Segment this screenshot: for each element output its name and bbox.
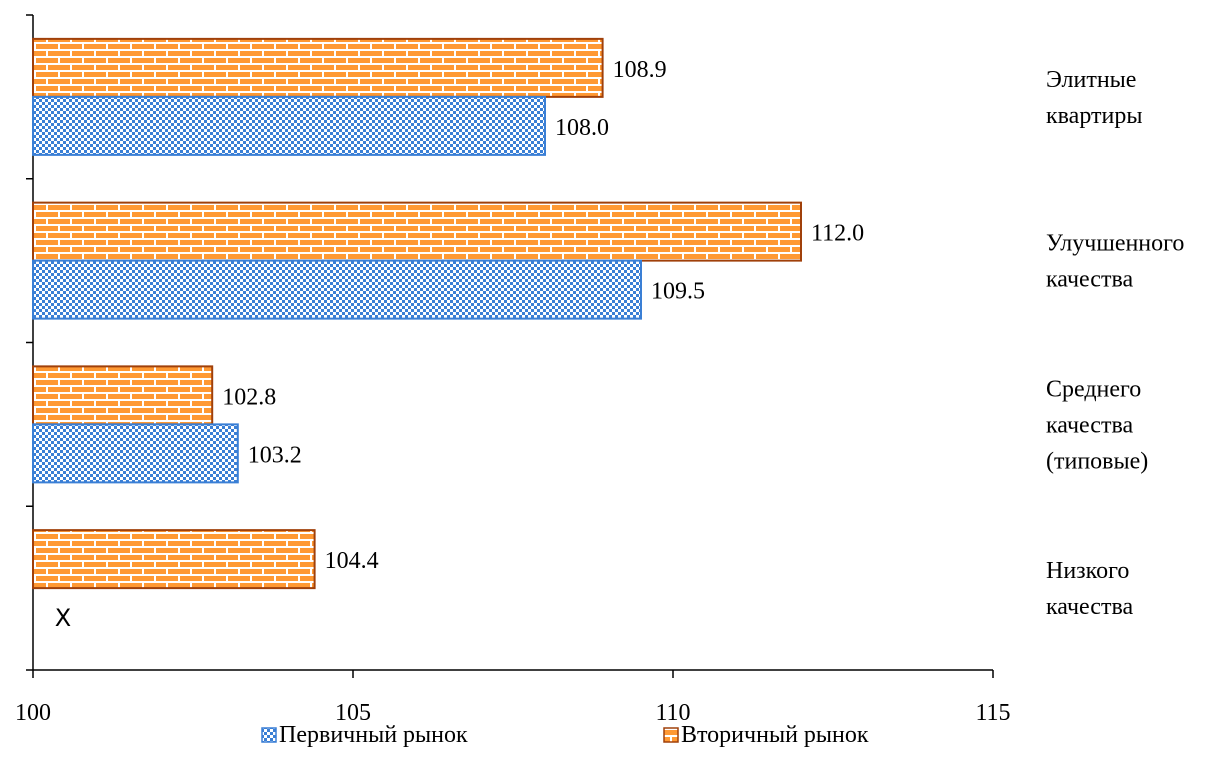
x-tick-label: 105 xyxy=(335,700,371,726)
bar-primary xyxy=(32,95,546,156)
data-label-primary: 108.0 xyxy=(555,115,609,141)
data-label-secondary: 102.8 xyxy=(222,384,276,410)
x-tick-label: 110 xyxy=(655,700,690,726)
missing-value-marker: Х xyxy=(55,604,71,632)
data-label-primary: 103.2 xyxy=(248,442,302,468)
category-label: качества xyxy=(1046,594,1133,620)
category-label: квартиры xyxy=(1046,103,1142,129)
category-label: Среднего xyxy=(1046,376,1141,402)
legend-label: Вторичный рынок xyxy=(681,722,869,748)
bar-secondary xyxy=(32,365,214,426)
category-label: Элитные xyxy=(1046,67,1136,93)
x-tick-label: 115 xyxy=(975,700,1010,726)
category-label: Улучшенного xyxy=(1046,231,1184,257)
category-label: Низкого xyxy=(1046,558,1129,584)
legend-swatch xyxy=(663,727,679,743)
data-label-secondary: 108.9 xyxy=(613,57,667,83)
bar-primary xyxy=(32,423,239,484)
data-label-secondary: 112.0 xyxy=(811,221,864,247)
x-tick-label: 100 xyxy=(15,700,51,726)
data-label-primary: 109.5 xyxy=(651,279,705,305)
bar-primary xyxy=(32,259,642,320)
category-label: качества xyxy=(1046,267,1133,293)
bar-secondary xyxy=(32,37,604,98)
data-label-secondary: 104.4 xyxy=(325,548,379,574)
category-label: качества xyxy=(1046,412,1133,438)
legend-swatch xyxy=(261,727,277,743)
category-label: (типовые) xyxy=(1046,448,1148,474)
bar-secondary xyxy=(32,529,316,590)
legend-label: Первичный рынок xyxy=(279,722,468,748)
bar-secondary xyxy=(32,201,802,262)
